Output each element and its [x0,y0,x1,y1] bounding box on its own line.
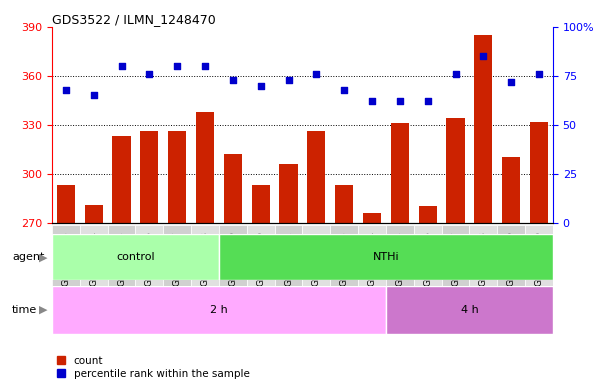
Bar [252,185,269,384]
Point [200,63,210,69]
Bar [474,35,492,384]
Point [478,53,488,60]
Point [172,63,182,69]
Bar [447,118,464,384]
Bar [469,225,497,301]
Bar [307,131,326,384]
Point [451,71,461,77]
Bar [335,185,353,384]
Bar [112,136,131,384]
Bar [224,154,242,384]
Bar [52,225,80,301]
Text: GSM345370: GSM345370 [535,231,544,286]
Bar [363,213,381,384]
Point [395,98,404,104]
Text: 4 h: 4 h [461,305,478,315]
Point [507,79,516,85]
Point [89,93,98,99]
Bar [163,225,191,301]
Bar [274,225,302,301]
Text: GSM345358: GSM345358 [200,231,210,286]
Text: control: control [116,252,155,262]
Bar [191,225,219,301]
Bar [386,286,553,334]
Text: GSM345368: GSM345368 [479,231,488,286]
Text: ▶: ▶ [38,305,47,315]
Bar [414,225,442,301]
Text: GSM345353: GSM345353 [61,231,70,286]
Bar [52,234,219,280]
Point [256,83,266,89]
Text: GSM345366: GSM345366 [423,231,432,286]
Bar [419,207,437,384]
Text: agent: agent [12,252,45,262]
Legend: count, percentile rank within the sample: count, percentile rank within the sample [57,356,250,379]
Text: GSM345355: GSM345355 [117,231,126,286]
Text: ▶: ▶ [38,252,47,262]
Text: 2 h: 2 h [210,305,228,315]
Point [367,98,377,104]
Point [312,71,321,77]
Text: GSM345363: GSM345363 [340,231,349,286]
Text: GSM345357: GSM345357 [173,231,181,286]
Bar [331,225,358,301]
Text: GDS3522 / ILMN_1248470: GDS3522 / ILMN_1248470 [52,13,216,26]
Text: NTHi: NTHi [373,252,399,262]
Bar [497,225,525,301]
Bar [247,225,274,301]
Bar [52,286,386,334]
Bar [530,122,548,384]
Text: GSM345356: GSM345356 [145,231,154,286]
Point [144,71,154,77]
Point [117,63,126,69]
Point [423,98,433,104]
Bar [219,225,247,301]
Point [284,77,293,83]
Bar [302,225,331,301]
Bar [136,225,163,301]
Bar [386,225,414,301]
Text: GSM345369: GSM345369 [507,231,516,286]
Bar [196,112,214,384]
Point [228,77,238,83]
Bar [108,225,136,301]
Point [534,71,544,77]
Bar [57,185,75,384]
Bar [279,164,298,384]
Text: GSM345360: GSM345360 [256,231,265,286]
Bar [219,234,553,280]
Bar [80,225,108,301]
Text: time: time [12,305,37,315]
Bar [141,131,158,384]
Bar [85,205,103,384]
Text: GSM345359: GSM345359 [229,231,237,286]
Point [61,86,71,93]
Point [339,86,349,93]
Text: GSM345367: GSM345367 [451,231,460,286]
Text: GSM345364: GSM345364 [368,231,376,286]
Bar [442,225,469,301]
Bar [525,225,553,301]
Text: GSM345361: GSM345361 [284,231,293,286]
Bar [502,157,520,384]
Text: GSM345354: GSM345354 [89,231,98,286]
Bar [391,123,409,384]
Bar [358,225,386,301]
Bar [168,131,186,384]
Text: GSM345365: GSM345365 [395,231,404,286]
Text: GSM345362: GSM345362 [312,231,321,286]
